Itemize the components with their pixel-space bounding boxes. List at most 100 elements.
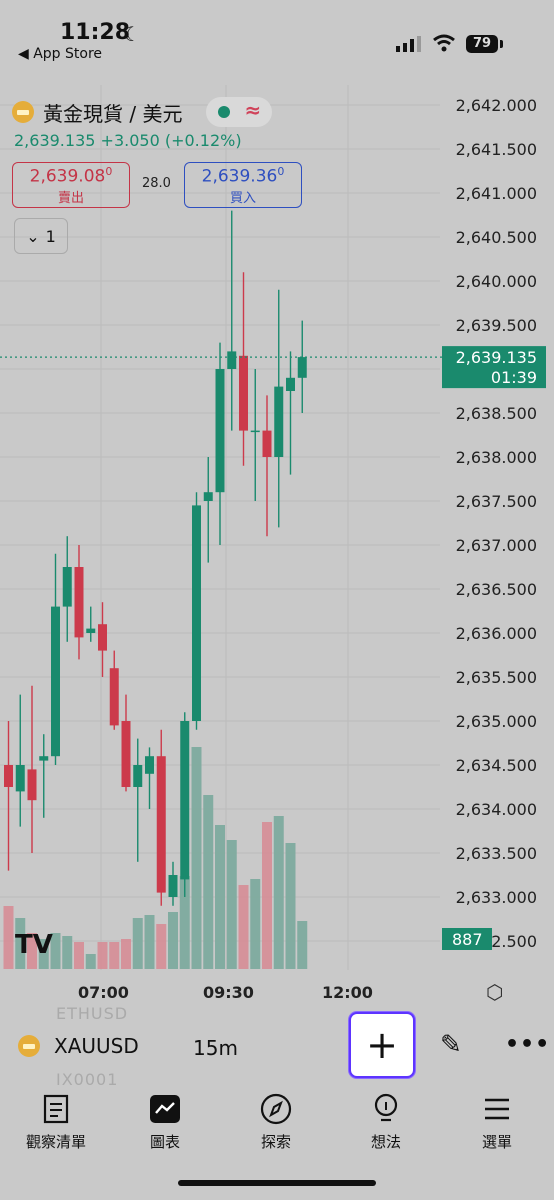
price-tick-label: 2,638.000 bbox=[456, 448, 537, 467]
price-tick-label: 2,636.000 bbox=[456, 624, 537, 643]
list-icon bbox=[11, 1093, 101, 1125]
current-price-label: 2,639.135 bbox=[456, 348, 537, 367]
last-price: 2,639.135 bbox=[14, 131, 96, 150]
change-percent: (+0.12%) bbox=[164, 131, 242, 150]
price-chart[interactable]: 2,642.000 2,641.500 2,641.000 2,640.500 2,64… bbox=[0, 80, 554, 980]
candle-body bbox=[239, 355, 248, 431]
indicator-count: 1 bbox=[45, 226, 56, 246]
candle-body bbox=[62, 567, 72, 607]
moon-icon: ☾ bbox=[123, 22, 141, 46]
drawing-pen-icon[interactable]: ✎ bbox=[440, 1030, 462, 1060]
volume-bar bbox=[50, 933, 61, 969]
chart-settings-icon[interactable]: ⬡ bbox=[486, 980, 504, 1004]
volume-bar bbox=[27, 933, 37, 969]
chart-icon bbox=[120, 1093, 210, 1125]
candle-body bbox=[180, 721, 190, 880]
volume-bar bbox=[132, 918, 143, 969]
bar-countdown: 01:39 bbox=[491, 368, 537, 387]
candle-body bbox=[145, 756, 154, 774]
compass-icon bbox=[231, 1093, 321, 1125]
time-label-2: 12:00 bbox=[322, 983, 373, 1002]
back-to-app-store[interactable]: ◀ App Store bbox=[18, 46, 103, 62]
price-tick-label: 2,635.000 bbox=[456, 712, 537, 731]
symbol-name: 黃金現貨 / 美元 bbox=[43, 101, 183, 126]
price-tick-label: 2,640.500 bbox=[456, 228, 537, 247]
hamburger-icon bbox=[452, 1093, 542, 1125]
buy-label: 買入 bbox=[229, 190, 256, 206]
candle-body bbox=[297, 357, 307, 378]
candle-body bbox=[39, 756, 49, 761]
sell-button[interactable]: 2,639.080 賣出 bbox=[12, 162, 130, 208]
price-tick-label: 2,638.500 bbox=[456, 404, 537, 423]
candle-body bbox=[51, 606, 60, 757]
candle-body bbox=[215, 369, 225, 493]
candle-body bbox=[15, 765, 25, 792]
approx-icon: ≈ bbox=[244, 98, 262, 122]
volume-bar bbox=[74, 942, 84, 969]
tab-label: 圖表 bbox=[149, 1133, 180, 1151]
tab-explore[interactable]: 探索 bbox=[231, 1093, 321, 1152]
add-button[interactable]: + bbox=[349, 1012, 415, 1078]
candle-body bbox=[109, 668, 119, 726]
battery-tip bbox=[500, 40, 503, 48]
sell-price: 2,639.08 bbox=[29, 166, 106, 187]
tradingview-logo: TV bbox=[15, 930, 53, 960]
price-tick-label: 2,633.000 bbox=[456, 888, 537, 907]
market-status-pill[interactable]: ≈ bbox=[206, 97, 273, 127]
symbol-header[interactable]: 黃金現貨 / 美元 ≈ bbox=[12, 97, 273, 127]
candle-body bbox=[250, 430, 260, 433]
change: +3.050 bbox=[100, 131, 160, 150]
lightbulb-icon bbox=[341, 1093, 431, 1125]
price-tick-label: 2,633.500 bbox=[456, 844, 537, 863]
volume-bar bbox=[97, 942, 108, 969]
volume-tag bbox=[442, 928, 492, 950]
candle-body bbox=[98, 624, 107, 651]
candle-body bbox=[168, 875, 178, 897]
wifi-icon bbox=[433, 34, 455, 52]
symbol-selector[interactable]: XAUUSD bbox=[18, 1034, 139, 1058]
gold-icon bbox=[12, 101, 34, 123]
indicator-toggle[interactable]: ⌄ 1 bbox=[14, 218, 68, 254]
candle-body bbox=[274, 386, 284, 457]
ghost-symbol-below: IX0001 bbox=[56, 1070, 119, 1089]
tab-watchlist[interactable]: 觀察清單 bbox=[11, 1093, 101, 1152]
price-change: 2,639.135 +3.050 (+0.12%) bbox=[14, 131, 242, 150]
volume-bar bbox=[15, 918, 26, 969]
status-bar: 11:28 ☾ ◀ App Store 79 bbox=[0, 0, 554, 72]
price-tick-label: 2,634.000 bbox=[456, 800, 537, 819]
signal-icon bbox=[396, 36, 421, 52]
price-tick-label: 2,634.500 bbox=[456, 756, 537, 775]
candle-body bbox=[4, 765, 13, 787]
volume-bar bbox=[144, 915, 155, 969]
time-label-1: 09:30 bbox=[203, 983, 254, 1002]
buy-price: 2,639.36 bbox=[201, 166, 278, 187]
tab-menu[interactable]: 選單 bbox=[452, 1093, 542, 1152]
candle-body bbox=[156, 756, 166, 893]
ticker: XAUUSD bbox=[54, 1034, 139, 1058]
tab-ideas[interactable]: 想法 bbox=[341, 1093, 431, 1152]
price-tick-label: 2,635.500 bbox=[456, 668, 537, 687]
buy-price-sup: 0 bbox=[277, 165, 285, 178]
more-button[interactable]: ••• bbox=[505, 1032, 551, 1057]
volume-bar bbox=[238, 885, 249, 969]
volume-bar bbox=[297, 921, 308, 969]
volume-bar bbox=[226, 840, 237, 969]
timeframe-selector[interactable]: 15m bbox=[193, 1036, 238, 1060]
sell-price-sup: 0 bbox=[105, 165, 113, 178]
ghost-symbol-above: ETHUSD bbox=[56, 1004, 129, 1023]
candle-body bbox=[121, 721, 131, 787]
volume-bar bbox=[203, 795, 214, 969]
candle-body bbox=[86, 628, 96, 633]
tab-chart[interactable]: 圖表 bbox=[120, 1093, 210, 1152]
volume-bar bbox=[250, 879, 261, 969]
volume-bar bbox=[179, 876, 190, 969]
price-tick-label: 2,637.500 bbox=[456, 492, 537, 511]
volume-bar bbox=[168, 912, 178, 969]
candle-body bbox=[133, 765, 143, 787]
battery-icon: 79 bbox=[466, 35, 498, 53]
buy-button[interactable]: 2,639.360 買入 bbox=[184, 162, 302, 208]
candle-body bbox=[227, 351, 237, 369]
candle-body bbox=[192, 505, 201, 721]
volume-bar bbox=[215, 825, 225, 969]
sell-label: 賣出 bbox=[57, 190, 84, 206]
